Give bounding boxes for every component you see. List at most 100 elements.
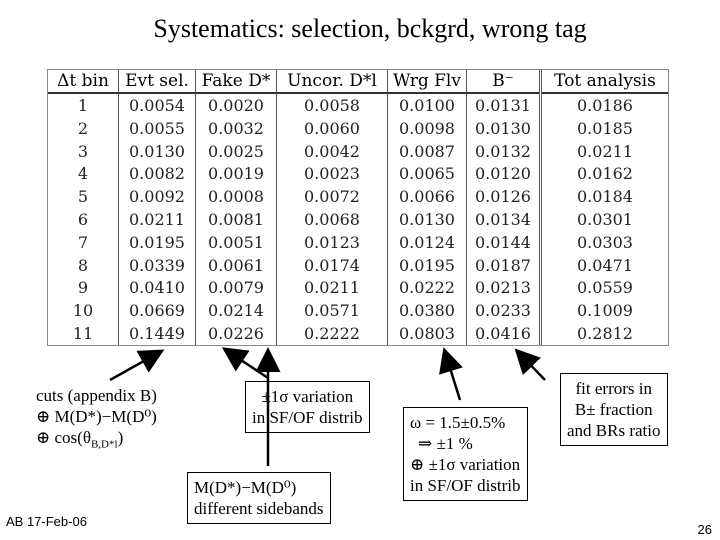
oplus-icon: ⊕ [36, 407, 51, 426]
table-cell: 0.0211 [118, 208, 196, 231]
fit-line-2: B± fraction [574, 400, 653, 419]
table-cell: 0.0222 [387, 276, 467, 300]
col-header-evt-sel: Evt sel. [118, 70, 196, 94]
table-cell: 0.0144 [466, 230, 541, 254]
table-cell: 0.0032 [195, 117, 277, 140]
table-cell: 0.0339 [118, 253, 196, 277]
table-cell: 0.0186 [539, 93, 668, 117]
table-cell: 0.0082 [118, 162, 196, 186]
table-cell: 0.0184 [539, 185, 668, 209]
table-cell: 0.0025 [195, 139, 277, 163]
sidebands-line-1: M(D*)−M(D⁰) [194, 478, 297, 497]
variation-note: ±1σ variation in SF/OF distrib [245, 381, 370, 433]
table-cell: 0.0130 [387, 208, 467, 231]
table-cell: 0.0020 [195, 93, 277, 117]
table-cell: 10 [48, 299, 119, 323]
table-row: 6 0.0211 0.0081 0.0068 0.0130 0.0134 0.0301 [48, 208, 668, 231]
cuts-note: cuts (appendix B) ⊕ M(D*)−M(D⁰) ⊕ cos(θB… [36, 385, 157, 455]
col-header-dt-bin: Δt bin [48, 70, 119, 94]
table-cell: 0.0072 [276, 185, 388, 209]
table-row: 5 0.0092 0.0008 0.0072 0.0066 0.0126 0.0184 [48, 185, 668, 209]
table-cell: 0.0120 [466, 162, 541, 186]
table-cell: 0.0055 [118, 117, 196, 140]
table-cell: 0.0185 [539, 117, 668, 140]
variation-line-2: in SF/OF distrib [252, 408, 363, 427]
table-cell: 0.1449 [118, 322, 196, 345]
fit-line-3: and BRs ratio [567, 421, 661, 440]
table-cell: 0.0126 [466, 185, 541, 209]
table-cell: 0.0087 [387, 139, 467, 163]
omega-note: ω = 1.5±0.5% ⇒ ±1 % ⊕ ±1σ variation in S… [403, 407, 528, 501]
table-cell: 0.0195 [387, 253, 467, 277]
omega-line-3: ⊕ ±1σ variation [410, 455, 521, 474]
table-cell: 0.0051 [195, 230, 277, 254]
omega-line-4: in SF/OF distrib [410, 476, 521, 495]
table-cell: 0.0410 [118, 276, 196, 300]
arrow-fit [514, 348, 546, 381]
sidebands-line-2: different sidebands [194, 499, 324, 518]
table-cell: 0.0065 [387, 162, 467, 186]
table-cell: 0.0195 [118, 230, 196, 254]
table-cell: 0.0162 [539, 162, 668, 186]
table-row: 8 0.0339 0.0061 0.0174 0.0195 0.0187 0.0471 [48, 253, 668, 277]
fit-note: fit errors in B± fraction and BRs ratio [560, 373, 668, 446]
table-cell: 0.0131 [466, 93, 541, 117]
table-header-row: Δt bin Evt sel. Fake D* Uncor. D*l Wrg F… [48, 70, 668, 94]
page-number: 26 [697, 522, 712, 537]
variation-line-1: ±1σ variation [261, 387, 354, 406]
table-cell: 0.0211 [539, 139, 668, 163]
slide-title: Systematics: selection, bckgrd, wrong ta… [153, 14, 587, 43]
cuts-line-2: ⊕ M(D*)−M(D⁰) [36, 406, 157, 427]
table-cell: 0.0380 [387, 299, 467, 323]
table-cell: 0.0214 [195, 299, 277, 323]
cuts-line-3: ⊕ cos(θB,D*l) [36, 427, 157, 455]
arrow-cuts [109, 349, 165, 382]
table-cell: 0.0803 [387, 322, 467, 345]
table-cell: 0.0132 [466, 139, 541, 163]
table-cell: 0.0226 [195, 322, 277, 345]
table-cell: 0.0211 [276, 276, 388, 300]
table-cell: 0.0124 [387, 230, 467, 254]
omega-line-1: ω = 1.5±0.5% [410, 413, 506, 432]
omega-line-2: ⇒ ±1 % [418, 434, 473, 453]
table-cell: 0.0416 [466, 322, 541, 345]
table-row: 11 0.1449 0.0226 0.2222 0.0803 0.0416 0.2812 [48, 322, 668, 345]
table-cell: 0.0571 [276, 299, 388, 323]
cuts-line-1: cuts (appendix B) [36, 386, 157, 405]
table-cell: 0.0054 [118, 93, 196, 117]
table-cell: 0.0058 [276, 93, 388, 117]
table-cell: 0.0301 [539, 208, 668, 231]
table-row: 4 0.0082 0.0019 0.0023 0.0065 0.0120 0.0162 [48, 162, 668, 186]
cuts-line-3-sub: B,D*l [90, 438, 118, 451]
table-row: 3 0.0130 0.0025 0.0042 0.0087 0.0132 0.0211 [48, 139, 668, 163]
table-cell: 0.2222 [276, 322, 388, 345]
table-cell: 0.0066 [387, 185, 467, 209]
table-cell: 0.1009 [539, 299, 668, 323]
table-cell: 0.2812 [539, 322, 668, 345]
col-header-wrg-flv: Wrg Flv [387, 70, 467, 94]
col-header-fake-d: Fake D* [195, 70, 277, 94]
table-cell: 0.0213 [466, 276, 541, 300]
table-cell: 0.0123 [276, 230, 388, 254]
footer-date: AB 17-Feb-06 [6, 514, 87, 529]
table-cell: 0.0042 [276, 139, 388, 163]
arrow-variation [221, 347, 269, 380]
fit-line-1: fit errors in [575, 379, 652, 398]
table-cell: 0.0174 [276, 253, 388, 277]
table-row: 7 0.0195 0.0051 0.0123 0.0124 0.0144 0.0303 [48, 230, 668, 254]
table-cell: 0.0134 [466, 208, 541, 231]
table-row: 10 0.0669 0.0214 0.0571 0.0380 0.0233 0.1009 [48, 299, 668, 323]
table-row: 1 0.0054 0.0020 0.0058 0.0100 0.0131 0.0186 [48, 93, 668, 117]
arrow-omega [439, 347, 463, 401]
col-header-tot-analysis: Tot analysis [539, 70, 668, 94]
cuts-line-2-text: M(D*)−M(D⁰) [54, 407, 157, 426]
table-cell: 0.0061 [195, 253, 277, 277]
table-cell: 0.0669 [118, 299, 196, 323]
table-cell: 0.0092 [118, 185, 196, 209]
table-cell: 0.0068 [276, 208, 388, 231]
oplus-icon: ⊕ [36, 428, 51, 447]
table-cell: 0.0100 [387, 93, 467, 117]
table-cell: 11 [48, 322, 119, 345]
sidebands-note: M(D*)−M(D⁰) different sidebands [187, 472, 331, 524]
